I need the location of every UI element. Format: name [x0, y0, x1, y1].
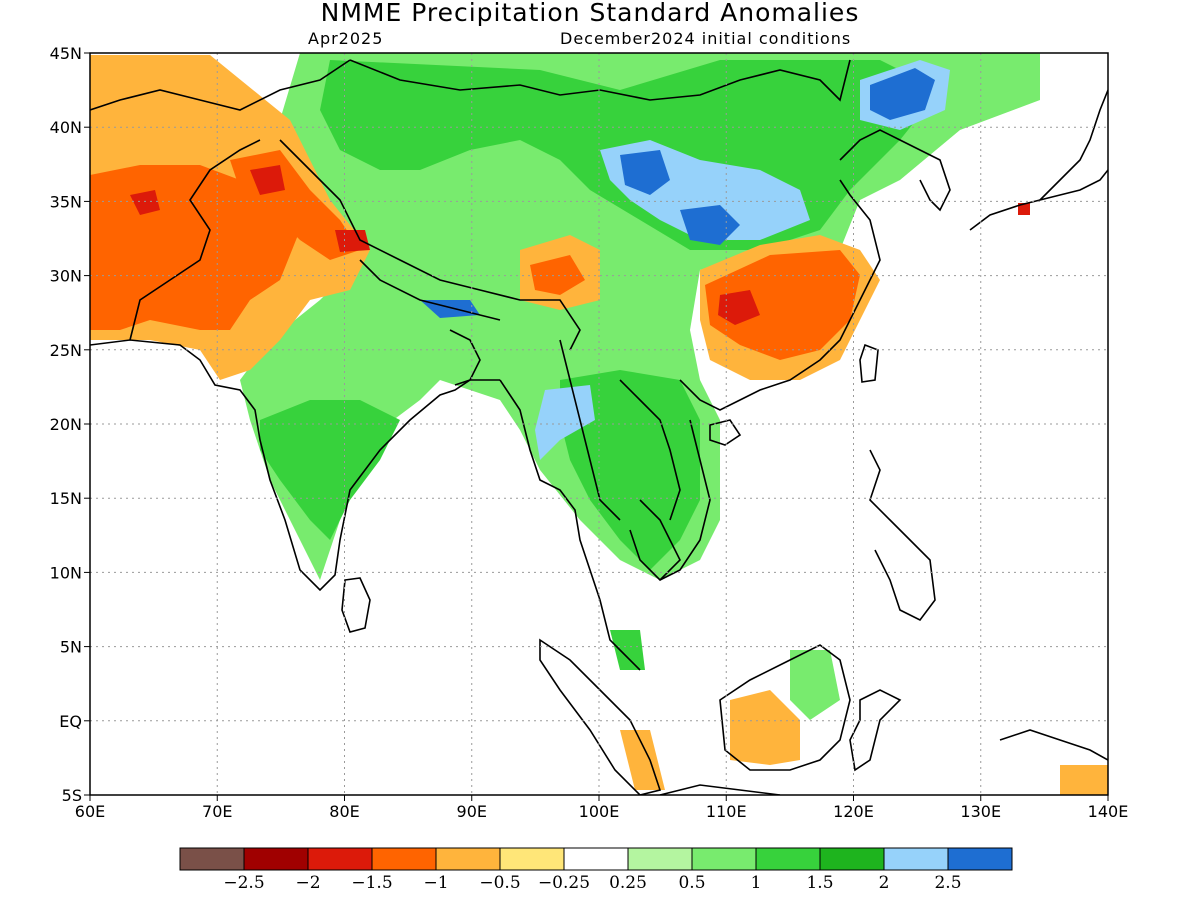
anomaly-region-kashmir-dry-strong [250, 165, 285, 195]
colorbar-swatch [691, 847, 757, 871]
anomaly-region-iran-dry-strong [130, 190, 160, 215]
coastline-south-china-sea [679, 179, 881, 411]
lat-tick-label: 30N [50, 267, 82, 286]
colorbar-swatch [307, 847, 373, 871]
lat-tick-label: 5N [60, 638, 82, 657]
coastline-japan [969, 169, 1108, 231]
lat-tick-label: 10N [50, 563, 82, 582]
lat-tick-label: 40N [50, 118, 82, 137]
subtitle-month: Apr2025 [308, 29, 383, 48]
coastline-java [659, 784, 781, 795]
coastline-bay-of-bengal [499, 379, 641, 671]
colorbar-swatch [371, 847, 437, 871]
map-area [90, 53, 1108, 795]
anomaly-region-japan-dry [1018, 203, 1030, 215]
colorbar-label: −0.5 [479, 873, 520, 893]
coastline-philippines [869, 449, 936, 622]
anomaly-region-northeast-china-strong [870, 68, 935, 120]
latitude-axis: 45N 40N 35N 30N 25N 20N 15N 10N 5N EQ 5S [50, 44, 90, 805]
colorbar-swatch [499, 847, 565, 871]
anomaly-fields [90, 53, 1108, 795]
longitude-axis: 60E 70E 80E 90E 100E 110E 120E 130E 140E [75, 795, 1129, 821]
lon-tick-label: 140E [1088, 802, 1129, 821]
lat-tick-label: 5S [62, 786, 82, 805]
colorbar-label: 2.5 [934, 873, 961, 893]
grid-lines [90, 53, 1108, 795]
lon-tick-label: 130E [960, 802, 1001, 821]
lon-tick-label: 100E [579, 802, 620, 821]
lat-tick-label: 45N [50, 44, 82, 63]
lon-tick-label: 110E [706, 802, 747, 821]
lon-tick-label: 80E [329, 802, 359, 821]
coastlines [90, 59, 1108, 795]
coastline-sri-lanka [341, 577, 371, 633]
coastline-gulf-of-thailand [629, 499, 681, 582]
lat-tick-label: 35N [50, 192, 82, 211]
colorbar-label: 1 [751, 873, 762, 893]
coastline-japan-north [1039, 89, 1108, 201]
border-laos-vietnam [619, 379, 681, 521]
lon-tick-label: 70E [202, 802, 232, 821]
anomaly-region-borneo-north-wet [790, 650, 840, 720]
border-bangladesh [449, 329, 481, 386]
colorbar: −2.5 −2 −1.5 −1 −0.5 −0.25 0.25 0.5 1 1.5 2 2.5 [179, 847, 1013, 893]
anomaly-region-southeast-china-dry [705, 250, 860, 360]
anomaly-region-malaya-wet [610, 630, 645, 670]
figure-title: NMME Precipitation Standard Anomalies [321, 0, 860, 27]
colorbar-swatch [435, 847, 501, 871]
border-central-asia [90, 59, 351, 111]
coastline-sumatra [539, 638, 662, 795]
colorbar-swatch [563, 847, 629, 871]
colorbar-swatch [755, 847, 821, 871]
anomaly-region-north-china-strong-2 [680, 205, 740, 245]
colorbar-swatch [819, 847, 885, 871]
coastline-borneo [719, 644, 851, 771]
colorbar-label: 1.5 [806, 873, 833, 893]
colorbar-label: 0.5 [678, 873, 705, 893]
colorbar-label: −2.5 [223, 873, 264, 893]
colorbar-label: −0.25 [538, 873, 590, 893]
colorbar-swatch [179, 847, 245, 871]
anomaly-region-india-wet [260, 400, 400, 540]
anomaly-region-india-north-dry-strong [335, 230, 370, 252]
coastline-arabian-sea [90, 339, 500, 592]
lat-tick-label: 20N [50, 415, 82, 434]
lon-tick-label: 90E [457, 802, 487, 821]
anomaly-region-myanmar-moderate [535, 385, 595, 460]
anomaly-region-new-guinea-dry [1060, 765, 1108, 795]
colorbar-swatch [627, 847, 693, 871]
coastline-vietnam [659, 419, 711, 581]
border-india-china [279, 139, 581, 351]
border-india-nepal [359, 259, 501, 321]
coastline-new-guinea [999, 729, 1108, 761]
border-myanmar-thailand [559, 339, 621, 521]
colorbar-label: 2 [879, 873, 890, 893]
colorbar-label: 0.25 [609, 873, 647, 893]
border-iran-pakistan [129, 139, 261, 341]
lon-tick-label: 60E [75, 802, 105, 821]
anomaly-region-sumatra-dry [620, 730, 665, 790]
colorbar-swatch [883, 847, 949, 871]
colorbar-label: −1.5 [351, 873, 392, 893]
lat-tick-label: 15N [50, 489, 82, 508]
lon-tick-label: 120E [833, 802, 874, 821]
coastline-korea [839, 129, 951, 212]
colorbar-label: −1 [423, 873, 448, 893]
subtitle-initial-conditions: December2024 initial conditions [560, 29, 851, 48]
anomaly-region-southeast-china-dry-strong [718, 290, 760, 325]
colorbar-label: −2 [295, 873, 320, 893]
anomaly-region-borneo-dry [730, 690, 800, 765]
anomaly-region-north-china-strong [620, 150, 670, 195]
colorbar-swatch [243, 847, 309, 871]
colorbar-swatch [947, 847, 1013, 871]
lat-tick-label: 25N [50, 341, 82, 360]
coastline-taiwan [859, 343, 879, 383]
anomaly-region-sichuan-dry-core [530, 255, 585, 295]
coastline-sulawesi [849, 689, 902, 772]
border-mongolia [349, 59, 851, 102]
lat-tick-label: EQ [59, 712, 82, 731]
